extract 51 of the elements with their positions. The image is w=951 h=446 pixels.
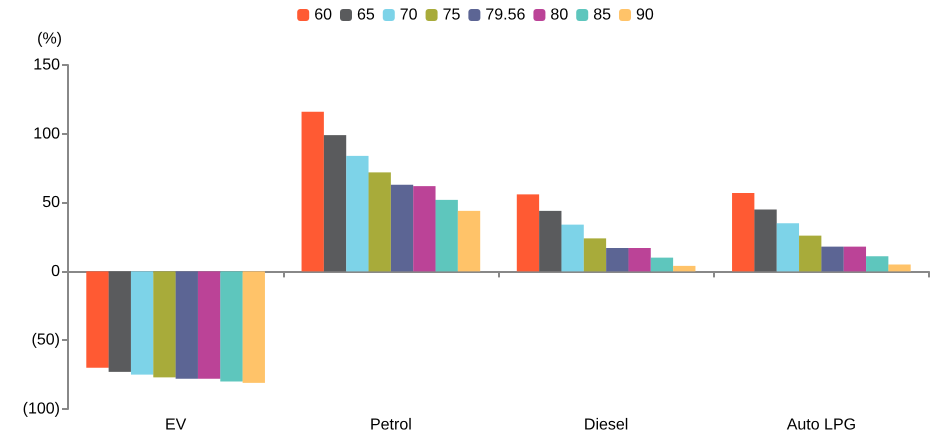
bar: [242, 271, 265, 383]
y-tick-label: 150: [33, 56, 60, 74]
bar: [346, 156, 369, 272]
bar: [821, 246, 844, 272]
legend-label: 60: [314, 6, 332, 24]
legend-label: 79.56: [485, 6, 526, 24]
bar: [673, 266, 696, 272]
bar: [561, 224, 584, 272]
bar: [436, 200, 458, 272]
bar: [302, 112, 324, 272]
legend-label: 65: [356, 6, 375, 24]
legend-label: 85: [593, 6, 612, 24]
legend-label: 90: [636, 6, 654, 24]
bar: [650, 258, 674, 272]
bar: [220, 271, 243, 382]
x-tick-label: Auto LPG: [786, 416, 856, 434]
bar: [176, 271, 198, 379]
bar: [799, 236, 822, 272]
bar: [86, 271, 109, 368]
bar: [732, 192, 754, 272]
legend-label: 80: [550, 6, 568, 24]
bar: [198, 271, 220, 379]
y-tick-label: 0: [51, 262, 60, 280]
bar: [888, 264, 911, 272]
bar: [413, 186, 436, 272]
bar: [368, 172, 391, 272]
bar: [866, 256, 888, 272]
x-tick-label: EV: [164, 416, 187, 434]
y-tick-label: 50: [42, 194, 60, 212]
y-axis-title: (%): [37, 30, 62, 48]
bar: [390, 184, 414, 272]
bar: [844, 246, 866, 272]
y-tick-label: (50): [32, 332, 60, 349]
y-tick-label: (100): [22, 400, 60, 418]
bar: [628, 248, 651, 272]
bar: [130, 271, 154, 375]
y-tick-label: 100: [33, 125, 60, 142]
bar: [516, 194, 540, 272]
bar: [153, 271, 176, 378]
legend-label: 70: [400, 6, 418, 24]
bar: [324, 135, 346, 272]
bar: [754, 209, 777, 272]
x-tick-label: Petrol: [370, 416, 412, 434]
legend-label: 75: [442, 6, 460, 24]
bar: [108, 271, 131, 372]
x-tick-label: Diesel: [584, 416, 628, 434]
bar: [458, 210, 480, 272]
bar: [539, 210, 562, 272]
bar: [776, 223, 800, 272]
bar: [606, 248, 628, 272]
bar: [584, 238, 606, 272]
